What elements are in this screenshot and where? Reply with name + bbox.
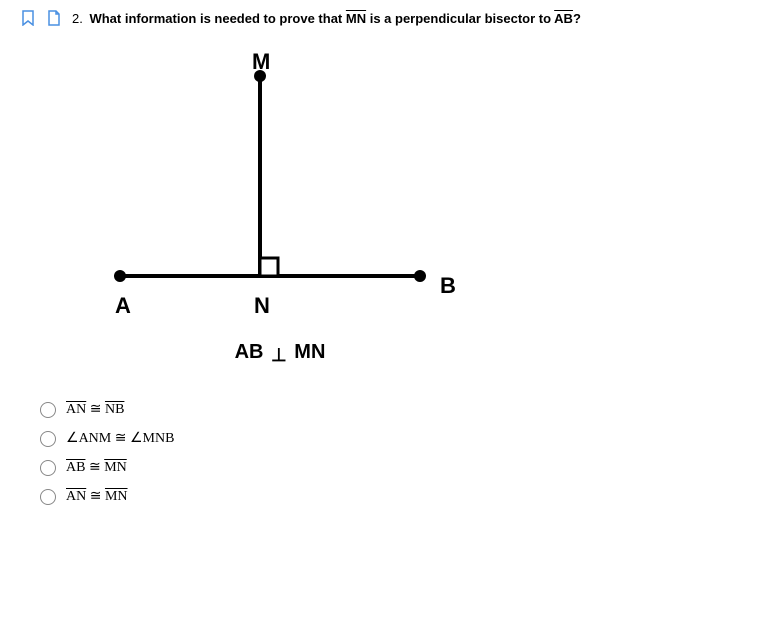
radio-icon[interactable] — [40, 431, 56, 447]
prompt-pre: What information is needed to prove that — [89, 11, 345, 26]
perp-statement: AB ⊥ MN — [210, 341, 350, 364]
option-label: AN ≅ MN — [66, 488, 128, 505]
option-c[interactable]: AB ≅ MN — [40, 459, 752, 476]
option-a[interactable]: AN ≅ NB — [40, 401, 752, 418]
segment-mn: MN — [346, 11, 366, 26]
perp-symbol: ⊥ — [271, 345, 287, 365]
label-m: M — [252, 49, 270, 75]
note-icon[interactable] — [46, 10, 62, 26]
label-b: B — [440, 273, 456, 299]
prompt-mid: is a perpendicular bisector to — [366, 11, 554, 26]
option-d[interactable]: AN ≅ MN — [40, 488, 752, 505]
label-a: A — [115, 293, 131, 319]
prompt-post: ? — [573, 11, 581, 26]
radio-icon[interactable] — [40, 489, 56, 505]
option-label: AB ≅ MN — [66, 459, 127, 476]
label-n: N — [254, 293, 270, 319]
radio-icon[interactable] — [40, 402, 56, 418]
answer-options: AN ≅ NB ∠ANM ≅ ∠MNB AB ≅ MN AN ≅ MN — [40, 401, 752, 505]
bookmark-icon[interactable] — [20, 10, 36, 26]
option-label: ∠ANM ≅ ∠MNB — [66, 430, 174, 447]
radio-icon[interactable] — [40, 460, 56, 476]
option-label: AN ≅ NB — [66, 401, 124, 418]
perp-left: AB — [235, 341, 264, 363]
question-number: 2. — [72, 11, 83, 26]
geometry-diagram: M A N B AB ⊥ MN — [60, 46, 752, 371]
question-header: 2. What information is needed to prove t… — [20, 10, 752, 26]
option-b[interactable]: ∠ANM ≅ ∠MNB — [40, 430, 752, 447]
perp-right: MN — [294, 341, 325, 363]
question-text: 2. What information is needed to prove t… — [72, 11, 581, 26]
segment-ab: AB — [554, 11, 573, 26]
